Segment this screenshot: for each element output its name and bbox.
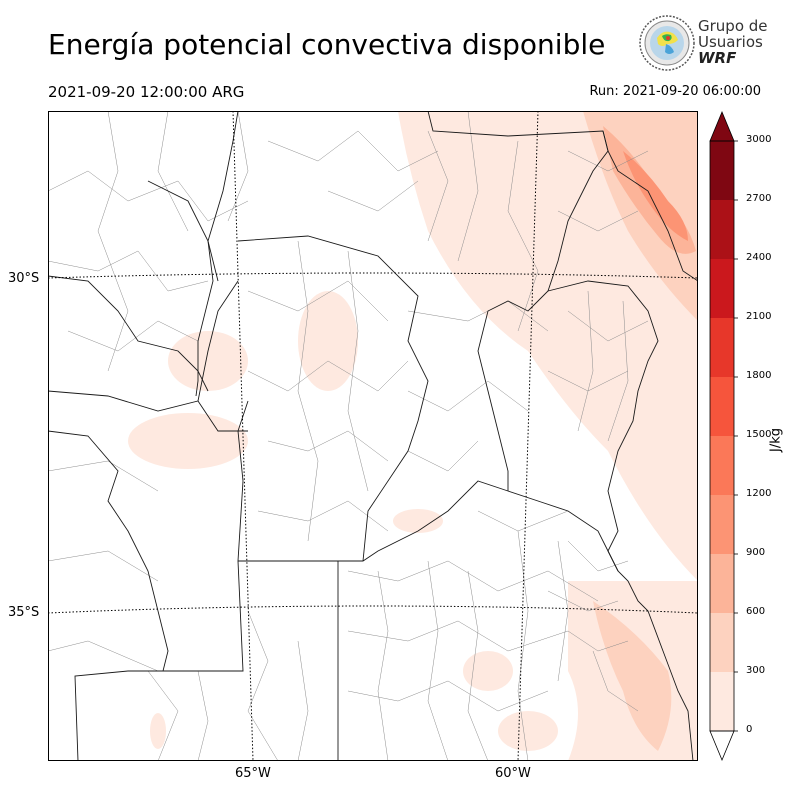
colorbar-bin <box>710 672 734 731</box>
lon-label-60w: 60°W <box>495 766 531 781</box>
colorbar-bin <box>710 318 734 377</box>
colorbar-scale <box>709 110 738 762</box>
lon-label-65w: 65°W <box>235 766 271 781</box>
colorbar-bin <box>710 554 734 613</box>
run-time: Run: 2021-09-20 06:00:00 <box>589 84 761 99</box>
globe-seal-icon <box>639 15 695 71</box>
colorbar-bin <box>710 495 734 554</box>
colorbar-bin <box>710 377 734 436</box>
graticule <box>48 111 698 761</box>
colorbar-extend-max <box>709 110 735 142</box>
department-boundaries <box>48 111 649 761</box>
logo-line-1: Grupo de <box>698 17 768 35</box>
colorbar: 0 300 600 900 1200 1500 1800 2100 2400 2700 3000 <box>708 110 788 775</box>
colorbar-tick-label: 0 <box>746 724 753 735</box>
grupo-usuarios-wrf-logo: Grupo de Usuarios WRF <box>638 14 768 72</box>
province-borders <box>48 111 698 761</box>
colorbar-bin <box>710 436 734 495</box>
colorbar-tick-label: 1800 <box>746 370 772 381</box>
colorbar-bin <box>710 141 734 200</box>
colorbar-unit-label: J/kg <box>768 428 784 452</box>
colorbar-tick-label: 3000 <box>746 134 772 145</box>
map-canvas <box>48 111 698 761</box>
cape-shading <box>128 111 698 761</box>
colorbar-tick-label: 2100 <box>746 311 772 322</box>
colorbar-bin <box>710 613 734 672</box>
map-title: Energía potencial convectiva disponible <box>48 28 606 61</box>
colorbar-tick-label: 2400 <box>746 252 772 263</box>
colorbar-tick-label: 300 <box>746 665 766 676</box>
colorbar-extend-min <box>709 730 735 762</box>
colorbar-tick-label: 600 <box>746 606 766 617</box>
cape-map <box>48 111 698 761</box>
valid-time: 2021-09-20 12:00:00 ARG <box>48 83 245 101</box>
lat-label-35s: 35°S <box>8 605 40 620</box>
colorbar-bin <box>710 259 734 318</box>
colorbar-tick-label: 1200 <box>746 488 772 499</box>
colorbar-tick-label: 1500 <box>746 429 772 440</box>
colorbar-bin <box>710 200 734 259</box>
colorbar-tick-label: 2700 <box>746 193 772 204</box>
lat-label-30s: 30°S <box>8 271 40 286</box>
logo-line-2: Usuarios <box>698 33 763 51</box>
logo-line-3: WRF <box>698 49 737 67</box>
colorbar-tick-label: 900 <box>746 547 766 558</box>
